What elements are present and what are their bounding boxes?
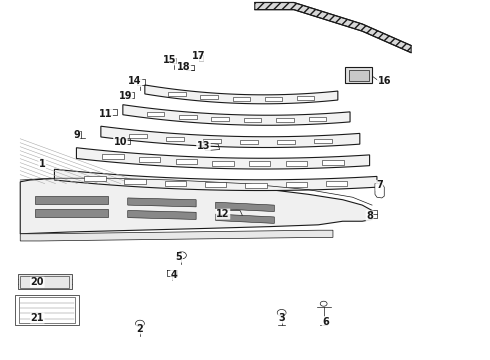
Polygon shape <box>249 161 270 166</box>
Polygon shape <box>35 196 108 204</box>
Text: 6: 6 <box>322 317 329 327</box>
Polygon shape <box>212 161 234 166</box>
Polygon shape <box>123 105 350 125</box>
Polygon shape <box>203 139 220 143</box>
Polygon shape <box>277 140 294 144</box>
Polygon shape <box>84 176 105 181</box>
Polygon shape <box>211 117 229 121</box>
Polygon shape <box>20 230 333 241</box>
Text: 18: 18 <box>177 62 191 72</box>
Polygon shape <box>314 139 332 143</box>
Circle shape <box>320 301 327 306</box>
Text: 2: 2 <box>137 324 143 334</box>
Text: 17: 17 <box>192 51 205 61</box>
Polygon shape <box>276 118 294 122</box>
Polygon shape <box>244 118 262 122</box>
Text: 10: 10 <box>114 138 127 147</box>
Polygon shape <box>348 69 368 81</box>
Text: 12: 12 <box>216 209 230 219</box>
Polygon shape <box>15 295 79 325</box>
Text: 15: 15 <box>163 55 176 65</box>
Circle shape <box>136 320 145 327</box>
Polygon shape <box>129 134 147 138</box>
Polygon shape <box>265 98 282 101</box>
Polygon shape <box>54 169 377 190</box>
Text: 19: 19 <box>119 91 132 101</box>
Polygon shape <box>147 112 164 116</box>
Polygon shape <box>233 97 250 101</box>
Polygon shape <box>20 178 372 234</box>
Polygon shape <box>128 211 196 220</box>
Polygon shape <box>255 3 411 53</box>
Polygon shape <box>128 198 196 207</box>
Text: 13: 13 <box>196 141 210 151</box>
Polygon shape <box>76 148 369 169</box>
Text: 9: 9 <box>73 130 80 140</box>
Text: 11: 11 <box>99 109 113 119</box>
Text: 5: 5 <box>175 252 182 262</box>
Polygon shape <box>309 117 326 121</box>
Polygon shape <box>216 214 274 224</box>
Circle shape <box>277 310 286 316</box>
Text: 3: 3 <box>278 313 285 323</box>
Polygon shape <box>168 92 186 96</box>
Polygon shape <box>205 182 226 187</box>
Polygon shape <box>200 95 218 99</box>
Polygon shape <box>216 202 274 212</box>
Polygon shape <box>35 209 108 217</box>
Polygon shape <box>375 184 384 198</box>
Text: 4: 4 <box>171 270 177 280</box>
Polygon shape <box>345 67 372 83</box>
Text: 8: 8 <box>366 211 373 221</box>
Polygon shape <box>326 181 347 186</box>
Circle shape <box>176 252 186 259</box>
Polygon shape <box>322 160 343 165</box>
Polygon shape <box>139 157 160 162</box>
Text: 7: 7 <box>376 180 383 190</box>
Polygon shape <box>102 154 124 159</box>
Polygon shape <box>175 159 197 164</box>
Text: 14: 14 <box>128 76 142 86</box>
Polygon shape <box>145 85 338 104</box>
Text: 16: 16 <box>377 76 391 86</box>
Polygon shape <box>18 274 72 289</box>
Polygon shape <box>166 137 184 141</box>
Polygon shape <box>286 161 307 166</box>
Text: 1: 1 <box>39 159 46 169</box>
Text: 21: 21 <box>30 313 44 323</box>
Polygon shape <box>101 126 360 148</box>
Polygon shape <box>240 140 258 144</box>
Polygon shape <box>286 183 307 187</box>
Polygon shape <box>124 179 146 184</box>
Text: 20: 20 <box>30 277 44 287</box>
Polygon shape <box>179 115 196 119</box>
Polygon shape <box>165 181 186 186</box>
Polygon shape <box>297 96 315 100</box>
Polygon shape <box>245 183 267 188</box>
